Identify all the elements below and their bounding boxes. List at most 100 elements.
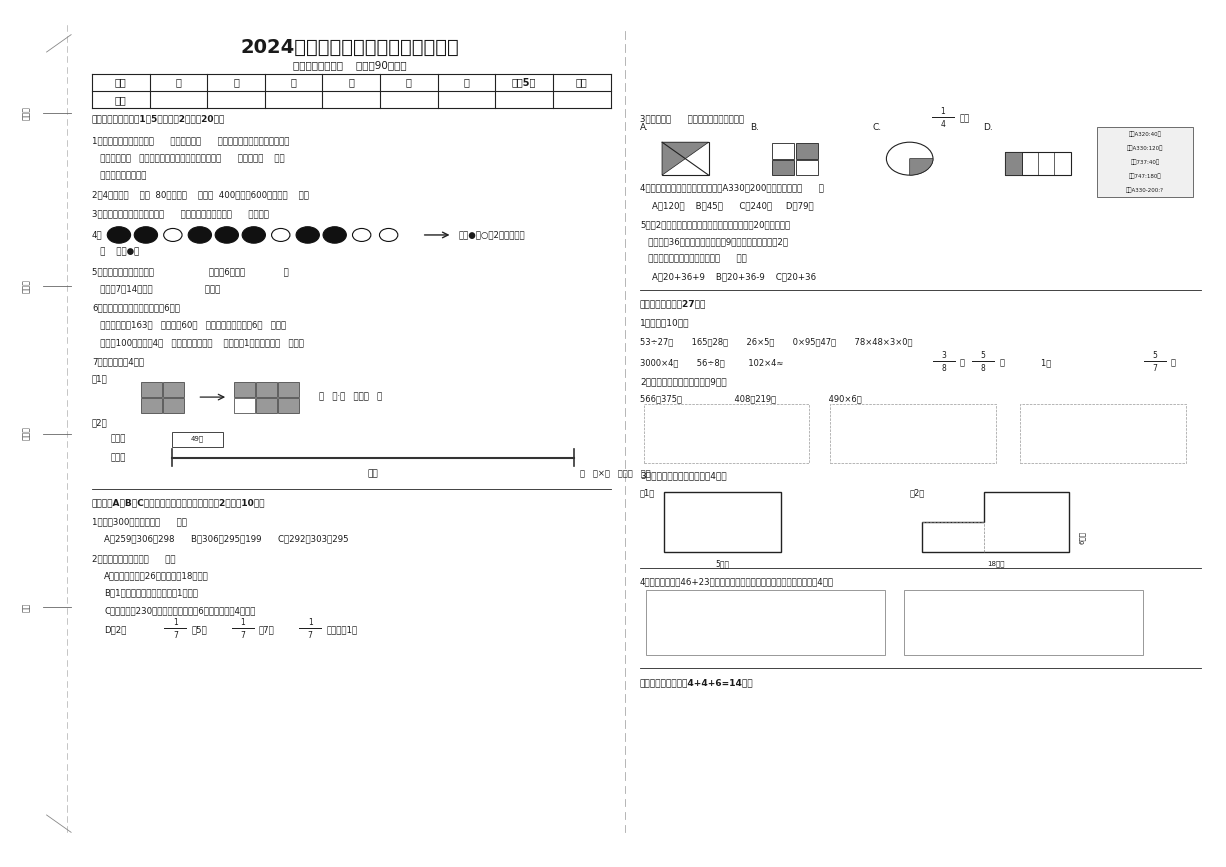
Circle shape bbox=[271, 229, 289, 242]
Text: 二: 二 bbox=[233, 77, 239, 88]
Text: 三: 三 bbox=[291, 77, 297, 88]
Circle shape bbox=[379, 229, 397, 242]
Text: 566＋375＝                    408－219＝                    490×6＝: 566＋375＝ 408－219＝ 490×6＝ bbox=[640, 394, 862, 403]
Text: 1．口算（10分）: 1．口算（10分） bbox=[640, 318, 689, 327]
Text: 3000×4＝       56÷8＝         102×4≈: 3000×4＝ 56÷8＝ 102×4≈ bbox=[640, 358, 783, 367]
Text: 2．4千米＝（    ）米  80毫米＝（    ）厘米  400千克＋600千克＝（    ）吨: 2．4千米＝（ ）米 80毫米＝（ ）厘米 400千克＋600千克＝（ ）吨 bbox=[92, 191, 309, 199]
Bar bbox=[1020, 404, 1186, 463]
Circle shape bbox=[164, 229, 181, 242]
Text: 5: 5 bbox=[1152, 351, 1157, 360]
Text: 得分: 得分 bbox=[115, 95, 126, 105]
Text: 戴老师的身高163（   ），体重60（   ），一辆货车载重约6（   ）；骑: 戴老师的身高163（ ），体重60（ ），一辆货车载重约6（ ）；骑 bbox=[92, 321, 286, 329]
Text: 总分: 总分 bbox=[576, 77, 587, 88]
Text: 7: 7 bbox=[240, 631, 245, 640]
Text: （1）: （1） bbox=[92, 375, 108, 383]
Text: C．把一根长230厘米的果蔗平均截成6段，每段长约4厘米。: C．把一根长230厘米的果蔗平均截成6段，每段长约4厘米。 bbox=[104, 606, 255, 615]
Text: 表示: 表示 bbox=[960, 114, 970, 123]
Text: 1－: 1－ bbox=[1020, 358, 1051, 367]
Text: A．20+36+9    B．20+36-9    C．20+36: A．20+36+9 B．20+36-9 C．20+36 bbox=[652, 272, 817, 281]
Bar bbox=[1005, 152, 1070, 175]
Text: （2）: （2） bbox=[92, 419, 108, 427]
Text: 一共有多少人？正确的列式是（      ）。: 一共有多少人？正确的列式是（ ）。 bbox=[640, 255, 747, 264]
Text: 波音737:40吨: 波音737:40吨 bbox=[1130, 160, 1160, 165]
Bar bbox=[796, 160, 818, 175]
Text: 7: 7 bbox=[308, 631, 313, 640]
Text: D．2个: D．2个 bbox=[104, 625, 126, 634]
Text: （内容：全册教材    时间：90分钟）: （内容：全册教材 时间：90分钟） bbox=[293, 60, 406, 70]
Bar bbox=[796, 143, 818, 159]
Circle shape bbox=[352, 229, 370, 242]
Bar bbox=[1097, 127, 1193, 197]
Text: 5．请写出你的身份证号（                    ），前6位为（              ）: 5．请写出你的身份证号（ ），前6位为（ ） bbox=[92, 267, 288, 276]
Text: 加5个: 加5个 bbox=[191, 625, 207, 634]
Bar bbox=[256, 382, 277, 397]
Text: 7．看图列式（4分）: 7．看图列式（4分） bbox=[92, 357, 143, 366]
Text: C.: C. bbox=[873, 123, 881, 132]
Text: 姓名：: 姓名： bbox=[22, 427, 32, 440]
Text: 2024年秋小学三年级数学阶段练习题: 2024年秋小学三年级数学阶段练习题 bbox=[240, 38, 459, 57]
Bar bbox=[644, 404, 809, 463]
Text: 4．: 4． bbox=[92, 231, 103, 239]
Text: 5: 5 bbox=[981, 351, 986, 360]
Text: 桃子：: 桃子： bbox=[110, 453, 126, 462]
Text: 二、快乐A、B、C。（选择正确答案的序号，每题2分，共10分）: 二、快乐A、B、C。（选择正确答案的序号，每题2分，共10分） bbox=[92, 499, 266, 507]
Text: 3: 3 bbox=[942, 351, 946, 360]
Text: 四、小小设计师。（4+4+6=14分）: 四、小小设计师。（4+4+6=14分） bbox=[640, 678, 754, 687]
Bar bbox=[256, 398, 277, 413]
Text: 1: 1 bbox=[240, 618, 245, 627]
Text: 题号: 题号 bbox=[115, 77, 126, 88]
Text: 四: 四 bbox=[348, 77, 354, 88]
Text: 2．下面说法错误的是（      ）。: 2．下面说法错误的是（ ）。 bbox=[92, 554, 175, 563]
Text: 向前一位进（   ）；哪一位上的数不够减，就要从（      ）一位退（    ），: 向前一位进（ ）；哪一位上的数不够减，就要从（ ）一位退（ ）， bbox=[92, 154, 284, 163]
Circle shape bbox=[215, 227, 238, 244]
Text: 空客A330:120吨: 空客A330:120吨 bbox=[1127, 146, 1163, 151]
Text: 4: 4 bbox=[940, 121, 945, 129]
Text: （   ）·（   ）＝（   ）: （ ）·（ ）＝（ ） bbox=[319, 393, 383, 401]
Bar bbox=[141, 398, 162, 413]
Bar bbox=[278, 382, 299, 397]
Text: 学校：: 学校： bbox=[22, 106, 32, 120]
Text: ＝: ＝ bbox=[999, 358, 1004, 367]
Text: B．1厘米里每个小格的长度是1毫米。: B．1厘米里每个小格的长度是1毫米。 bbox=[104, 589, 199, 597]
Text: （1）: （1） bbox=[640, 489, 655, 498]
Text: 3．下面图（      ）中阴影部分可以用分数: 3．下面图（ ）中阴影部分可以用分数 bbox=[640, 114, 744, 123]
Text: 8: 8 bbox=[942, 364, 946, 373]
Text: 是7个: 是7个 bbox=[259, 625, 275, 634]
Text: 18厘米: 18厘米 bbox=[987, 560, 1004, 567]
Text: 1．笔算加减法时，要把（      ）对齐，从（      ）位算起；哪一位相加满十就要: 1．笔算加减法时，要把（ ）对齐，从（ ）位算起；哪一位相加满十就要 bbox=[92, 137, 289, 146]
Text: 空客A320:40吨: 空客A320:40吨 bbox=[1129, 132, 1161, 137]
Text: 在本位上加十再减。: 在本位上加十再减。 bbox=[92, 172, 146, 180]
Text: ＋: ＋ bbox=[960, 358, 965, 367]
Text: 1: 1 bbox=[173, 618, 178, 627]
Circle shape bbox=[189, 227, 211, 244]
Text: 2．列竖式计算，并验算。（9分）: 2．列竖式计算，并验算。（9分） bbox=[640, 377, 727, 386]
Text: D.: D. bbox=[983, 123, 993, 132]
Circle shape bbox=[886, 142, 933, 175]
Bar bbox=[772, 160, 794, 175]
Text: 一、解密聪明屋。（1－5小题每题2分，共20分）: 一、解密聪明屋。（1－5小题每题2分，共20分） bbox=[92, 114, 226, 123]
Bar bbox=[1005, 152, 1021, 175]
Circle shape bbox=[295, 227, 319, 244]
Text: 空客A330-200:?: 空客A330-200:? bbox=[1127, 187, 1163, 192]
Text: 49箱: 49箱 bbox=[191, 435, 204, 442]
Circle shape bbox=[108, 227, 130, 244]
Text: 8: 8 bbox=[981, 364, 986, 373]
Text: 5厘米: 5厘米 bbox=[716, 559, 729, 568]
Text: A.: A. bbox=[640, 123, 649, 132]
Text: （    ）个●。: （ ）个●。 bbox=[92, 248, 140, 257]
Text: 班级：: 班级： bbox=[22, 279, 32, 293]
Bar bbox=[234, 382, 255, 397]
Text: 五: 五 bbox=[406, 77, 412, 88]
Text: 三、计算小能手（27分）: 三、计算小能手（27分） bbox=[640, 299, 706, 308]
Text: 3．你估计这张检测卷的宽是（      ）毫米，实际测量是（      ）毫米。: 3．你估计这张检测卷的宽是（ ）毫米，实际测量是（ ）毫米。 bbox=[92, 210, 268, 218]
Text: 3．计算下面图形的周长。（4分）: 3．计算下面图形的周长。（4分） bbox=[640, 472, 727, 480]
Text: 书写5分: 书写5分 bbox=[512, 77, 536, 88]
Text: 1．接近300的邻组数有（      ）。: 1．接近300的邻组数有（ ）。 bbox=[92, 518, 186, 526]
Text: 红井的有36人，两种都想去的有9人，没有人不去，三2班: 红井的有36人，两种都想去的有9人，没有人不去，三2班 bbox=[640, 238, 788, 246]
Text: B.: B. bbox=[750, 123, 759, 132]
Text: 6厘米: 6厘米 bbox=[1079, 531, 1085, 544]
Text: 6．在括号里填上合适的单位（6分）: 6．在括号里填上合适的单位（6分） bbox=[92, 303, 180, 312]
Bar bbox=[662, 142, 709, 175]
Text: 波音747:180吨: 波音747:180吨 bbox=[1129, 173, 1161, 179]
Circle shape bbox=[242, 227, 265, 244]
